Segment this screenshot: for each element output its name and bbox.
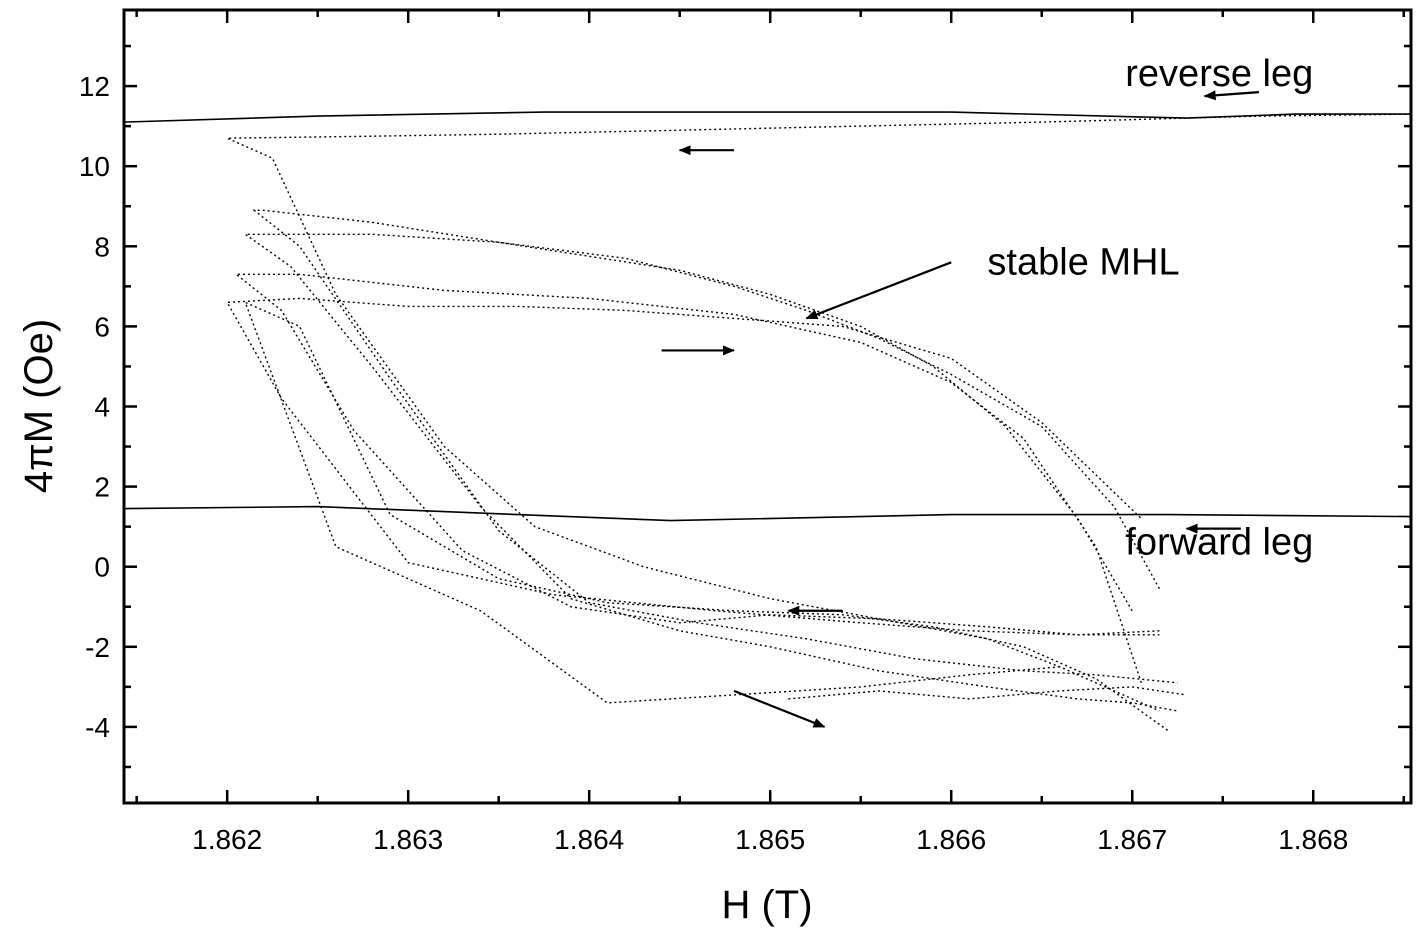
annotation-reverse-leg: reverse leg — [1125, 53, 1313, 95]
series-line-1 — [123, 111, 1411, 123]
plot-lines — [123, 111, 1412, 732]
series-line-7 — [226, 297, 1160, 636]
direction-arrows — [661, 90, 1260, 728]
series-line-8 — [244, 301, 1169, 732]
x-tick-label: 1.865 — [735, 824, 805, 855]
y-tick-label: 12 — [79, 71, 110, 102]
x-axis-title: H (T) — [721, 883, 812, 927]
y-tick-label: -4 — [85, 712, 110, 743]
stable-mhl-pointer — [805, 261, 952, 320]
y-tick-label: 2 — [94, 472, 110, 503]
y-tick-label: 0 — [94, 552, 110, 583]
y-tick-label: 6 — [94, 311, 110, 342]
direction-arrow-4 — [733, 689, 826, 728]
direction-arrow-5 — [1203, 90, 1260, 101]
x-tick-label: 1.864 — [554, 824, 624, 855]
series-line-4 — [243, 233, 1178, 712]
x-tick-label: 1.862 — [192, 824, 262, 855]
y-axis-title: 4πM (Oe) — [17, 319, 61, 493]
annotation-stable-mhl: stable MHL — [987, 241, 1179, 283]
series-line-2 — [123, 505, 1412, 522]
series-line-5 — [252, 209, 1178, 684]
tick-labels: 1.862 1.863 1.864 1.865 1.866 1.867 1.868 -4 -2 0… — [79, 71, 1348, 855]
y-tick-label: 4 — [94, 392, 110, 423]
y-tick-label: 10 — [79, 151, 110, 182]
y-tick-label: -2 — [85, 632, 110, 663]
annotation-forward-leg: forward leg — [1125, 522, 1313, 564]
series-line-3 — [226, 113, 1412, 712]
y-tick-label: 8 — [94, 231, 110, 262]
x-tick-label: 1.866 — [916, 824, 986, 855]
x-tick-label: 1.867 — [1097, 824, 1167, 855]
x-tick-label: 1.863 — [373, 824, 443, 855]
x-tick-label: 1.868 — [1278, 824, 1348, 855]
plot-frame — [122, 8, 1413, 805]
axis-ticks — [124, 10, 1411, 803]
annotations: reverse leg forward leg stable MHL — [987, 53, 1313, 564]
series-line-9 — [788, 686, 1187, 700]
series-line-6 — [234, 273, 1160, 684]
